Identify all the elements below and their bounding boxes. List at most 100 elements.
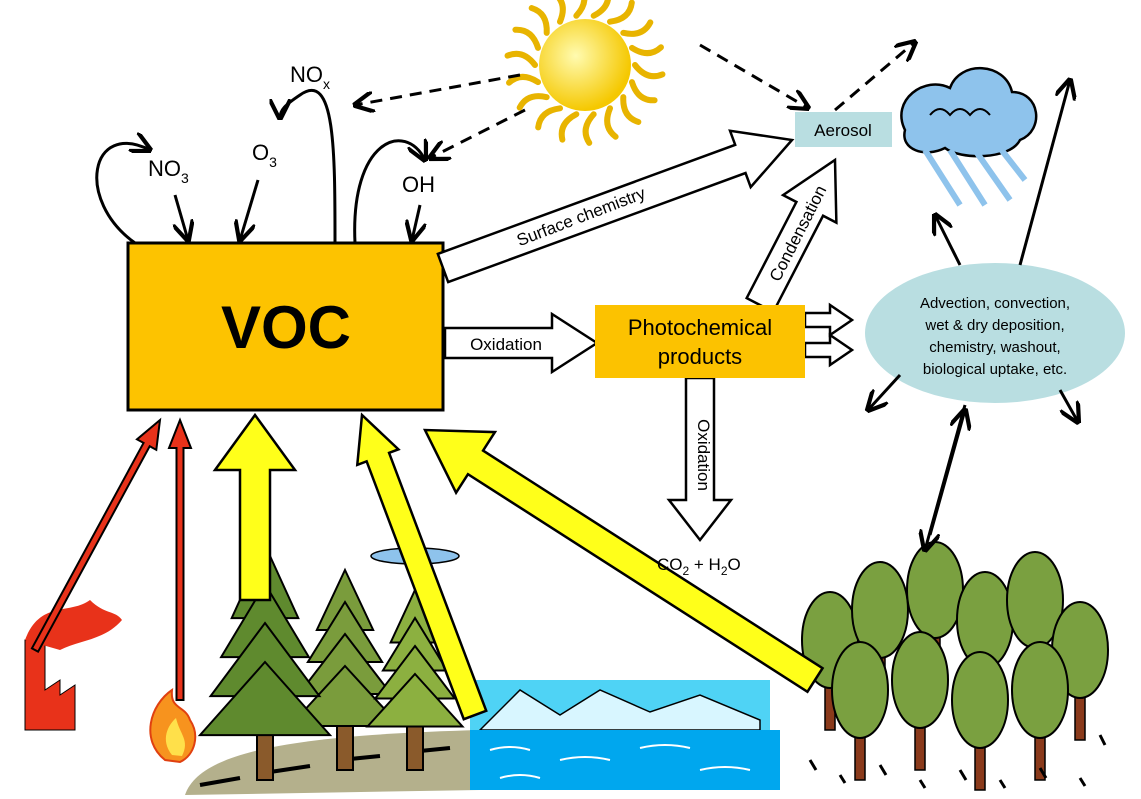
background xyxy=(24,541,1109,795)
ground-dashes xyxy=(199,746,451,787)
sun-ray xyxy=(504,50,538,68)
oxidation-arrow xyxy=(443,311,600,375)
sun-ray xyxy=(632,62,666,80)
tree-crown xyxy=(1011,641,1069,739)
thin-arrow xyxy=(1018,80,1070,266)
aerosol-label: Aerosol xyxy=(814,121,872,140)
h2o-sub: 2 xyxy=(721,564,728,578)
factory xyxy=(24,639,76,731)
thin-arrow xyxy=(1058,389,1078,422)
thin-arrow xyxy=(240,179,260,240)
co2-part: CO xyxy=(657,555,683,574)
sun-ray xyxy=(573,0,588,19)
tree-trunk xyxy=(336,719,354,771)
co2-sub: 2 xyxy=(683,564,690,578)
sun-ray xyxy=(604,105,619,140)
transport-ellipse xyxy=(865,263,1125,403)
tree-crown xyxy=(831,641,889,739)
transport-arrow xyxy=(803,332,855,368)
oxidation-label: Oxidation xyxy=(694,419,713,491)
no3-text: NO xyxy=(148,156,181,181)
arrows xyxy=(30,42,1078,721)
mountains xyxy=(478,689,761,731)
conifer-tree xyxy=(365,587,465,771)
sun-ray xyxy=(528,5,550,36)
tree-crown xyxy=(906,541,964,639)
sun-ray xyxy=(607,0,635,25)
thin-arrow xyxy=(280,88,337,244)
oxidation-label: Oxidation xyxy=(470,335,542,354)
h2o-part: O xyxy=(728,555,741,574)
transport-line: Advection, convection, xyxy=(920,295,1070,312)
dashed-arrow xyxy=(430,108,526,158)
transport-line: wet & dry deposition, xyxy=(924,317,1064,334)
nox-sub: x xyxy=(323,76,330,92)
tree-crown xyxy=(951,651,1009,749)
transport-arrow xyxy=(803,302,855,338)
dashed-arrow xyxy=(355,73,521,105)
sun-ray xyxy=(512,26,542,51)
dashed-arrow xyxy=(834,42,915,112)
thin-arrow xyxy=(175,194,188,240)
o3-label: O3 xyxy=(252,140,277,170)
sun-ray xyxy=(582,111,597,146)
oh-label: OH xyxy=(402,172,435,197)
sun-ray xyxy=(620,19,654,37)
smoke xyxy=(25,600,122,650)
emission-arrow xyxy=(422,428,825,694)
deciduous-tree xyxy=(1011,641,1069,781)
voc-label: VOC xyxy=(221,294,351,361)
deciduous-tree xyxy=(951,651,1009,791)
transport-line: chemistry, washout, xyxy=(929,339,1060,356)
thin-arrow xyxy=(95,143,150,245)
h2o-part: + H xyxy=(689,555,721,574)
sun-ray xyxy=(628,44,664,57)
o3-text: O xyxy=(252,140,269,165)
ground xyxy=(185,730,480,795)
sun-ray xyxy=(628,79,658,104)
lake-water xyxy=(470,730,780,790)
sun-ray xyxy=(506,73,542,86)
sun-ray xyxy=(535,105,563,131)
fire-core xyxy=(165,718,186,756)
sun-disc xyxy=(539,19,631,111)
lake-waves xyxy=(489,744,751,779)
conifer-tree xyxy=(287,567,403,771)
photochemical-label: Photochemical xyxy=(628,315,772,340)
surface-chemistry-arrow xyxy=(436,129,795,284)
sun-ray xyxy=(516,93,550,111)
tree-layer xyxy=(365,672,465,728)
emission-arrow xyxy=(355,412,488,721)
oxidation-down-arrow xyxy=(666,376,734,543)
thin-arrow xyxy=(868,373,902,410)
emission-arrow xyxy=(212,412,298,602)
tree-crown xyxy=(891,631,949,729)
tree-trunk xyxy=(256,729,274,781)
co2-h2o-label: CO2 + H2O xyxy=(657,555,741,578)
dashed-arrow xyxy=(699,43,808,108)
anthropogenic-arrow xyxy=(167,417,193,701)
no3-sub: 3 xyxy=(181,170,189,186)
anthropogenic-arrow xyxy=(30,417,162,654)
thin-arrow xyxy=(412,204,420,240)
rain-cloud xyxy=(900,66,1038,207)
deciduous-tree xyxy=(831,641,889,781)
nox-text: NO xyxy=(290,62,323,87)
thin-arrow xyxy=(935,215,962,266)
photochemical-label: products xyxy=(658,344,742,369)
voc-box xyxy=(126,241,445,412)
sun-ray xyxy=(558,111,580,143)
sun-ray xyxy=(590,0,611,19)
photochemical-box xyxy=(595,305,805,378)
o3-sub: 3 xyxy=(269,154,277,170)
forest-ground xyxy=(808,734,1107,789)
thin-arrow xyxy=(928,410,965,536)
transport-line: biological uptake, etc. xyxy=(923,361,1067,378)
nox-label: NOx xyxy=(290,62,330,92)
condensation-arrow xyxy=(744,157,838,314)
deciduous-tree xyxy=(891,631,949,771)
tree-layer xyxy=(197,660,333,737)
sun-ray xyxy=(556,0,566,25)
